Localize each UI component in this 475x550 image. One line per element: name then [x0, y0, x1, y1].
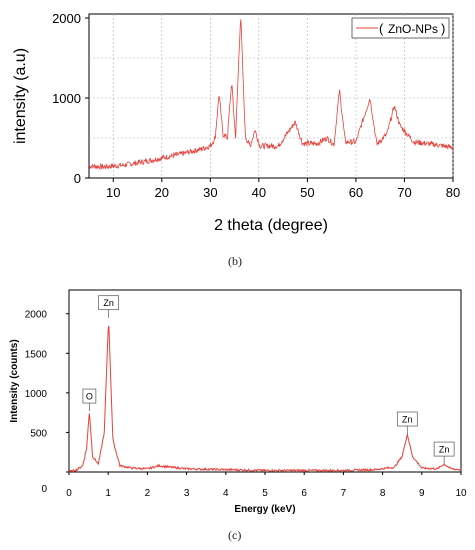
series-line-zno-nps: [88, 19, 454, 171]
y-tick-label: 1000: [25, 389, 48, 400]
x-tick-label: 80: [446, 185, 460, 200]
x-tick-label: 3: [184, 488, 190, 499]
series-line-eds: [68, 325, 462, 474]
x-axis-ticks: 10 20 30 40 50 60 70 80: [106, 178, 460, 200]
peak-label: O: [82, 388, 97, 412]
x-tick-label: 7: [341, 488, 347, 499]
peak-label-text: O: [86, 392, 93, 402]
x-tick-label: 10: [455, 488, 467, 499]
eds-chart: 0 1 2 3 4 5 6 7 8 9 10 0 500 1000 1500 2000 O Zn Zn Zn En…: [9, 289, 467, 515]
x-tick-label: 9: [419, 488, 425, 499]
peak-label: Zn: [98, 295, 119, 318]
x-tick-label: 70: [397, 185, 411, 200]
x-tick-label: 60: [349, 185, 363, 200]
y-axis-label: Intensity (counts): [9, 339, 20, 422]
legend-open-paren: (: [379, 21, 384, 36]
legend-label: ZnO-NPs: [388, 22, 438, 36]
peak-label-text: Zn: [103, 298, 114, 308]
peak-label-text: Zn: [439, 445, 450, 455]
y-axis-ticks: 0 500 1000 1500 2000: [25, 310, 69, 495]
x-tick-label: 30: [203, 185, 217, 200]
legend-close-paren: ): [441, 21, 445, 36]
x-tick-label: 0: [66, 488, 72, 499]
x-tick-label: 10: [106, 185, 120, 200]
y-tick-label: 1000: [52, 91, 81, 106]
grid: [89, 14, 454, 178]
x-axis-ticks: 0 1 2 3 4 5 6 7 8 9 10: [66, 472, 467, 499]
panel-label-c: (c): [228, 528, 242, 542]
y-axis-ticks: 0 1000 2000: [52, 11, 89, 186]
peak-annotations: O Zn Zn Zn: [82, 295, 455, 465]
x-axis-label: Energy (keV): [234, 504, 295, 515]
y-tick-label: 2000: [52, 11, 81, 26]
x-tick-label: 8: [380, 488, 386, 499]
plot-area-frame: [68, 289, 462, 473]
panel-label-b: (b): [228, 254, 242, 268]
y-tick-label: 2000: [25, 310, 48, 321]
peak-label-text: Zn: [402, 415, 413, 425]
peak-label: Zn: [433, 441, 455, 465]
legend-box: [351, 17, 450, 39]
xrd-chart: 10 20 30 40 50 60 70 80 0 1000 2000 2 theta (degr…: [12, 11, 460, 234]
y-axis-label: intensity (a.u): [12, 48, 29, 144]
x-tick-label: 20: [155, 185, 169, 200]
plot-area-frame: [88, 13, 454, 179]
x-tick-label: 6: [301, 488, 307, 499]
x-axis-label: 2 theta (degree): [214, 217, 328, 234]
y-tick-label: 0: [41, 484, 47, 495]
legend: ( ZnO-NPs ): [351, 17, 450, 39]
y-tick-label: 500: [30, 428, 47, 439]
x-tick-label: 5: [262, 488, 268, 499]
y-tick-label: 1500: [25, 349, 48, 360]
x-tick-label: 40: [252, 185, 266, 200]
x-tick-label: 4: [223, 488, 229, 499]
x-tick-label: 50: [300, 185, 314, 200]
y-tick-label: 0: [74, 171, 81, 186]
x-tick-label: 1: [105, 488, 111, 499]
peak-label: Zn: [396, 411, 418, 435]
x-tick-label: 2: [145, 488, 151, 499]
